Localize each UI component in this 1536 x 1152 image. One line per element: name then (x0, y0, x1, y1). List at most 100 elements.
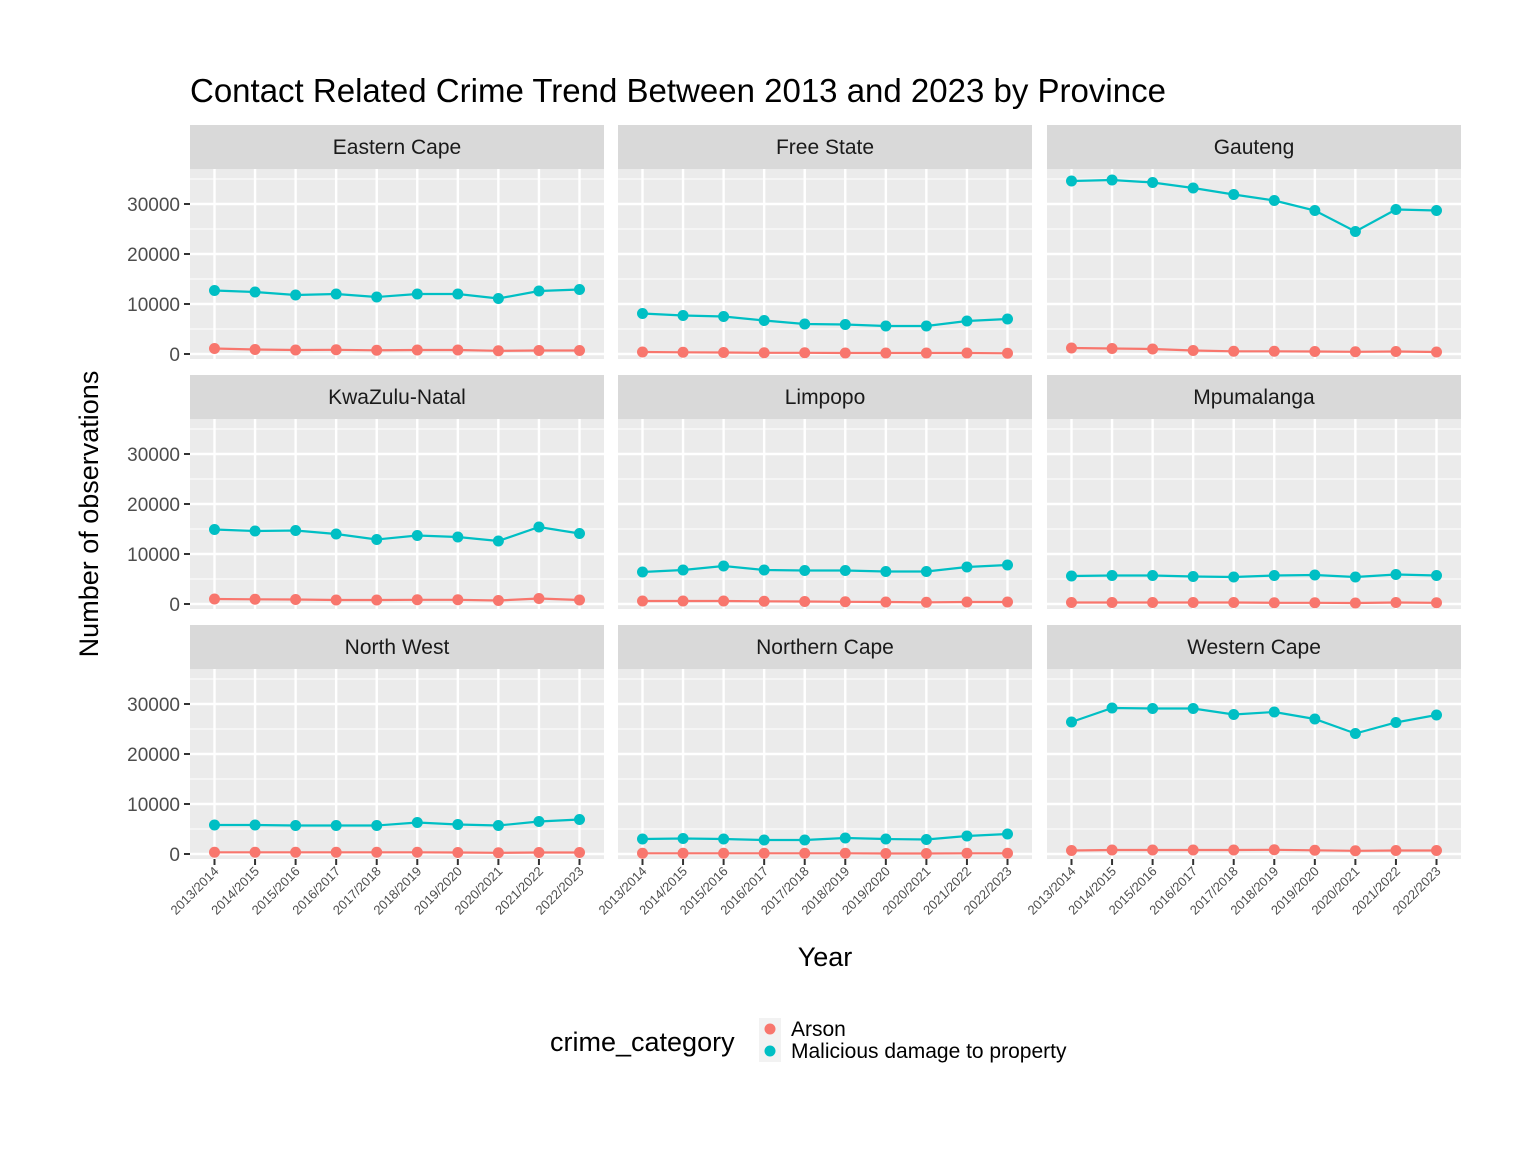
facet-panel: Northern Cape2013/20142014/20152015/2016… (596, 625, 1032, 918)
data-point (492, 595, 504, 606)
data-point (1390, 204, 1402, 215)
data-point (758, 315, 770, 326)
minor-gridlines (190, 178, 604, 330)
minor-gridlines (618, 178, 1032, 330)
facet-grid: Eastern Cape 0 10000 20000 30000 Free State Ga… (127, 125, 1461, 918)
data-point (1187, 345, 1199, 356)
data-point (799, 347, 811, 359)
facet-strip (1047, 625, 1461, 669)
data-point (718, 311, 730, 322)
y-axis-title: Number of observations (74, 371, 104, 658)
series-group (637, 847, 1013, 859)
data-point (961, 561, 973, 573)
data-point (1390, 717, 1402, 728)
data-point (371, 534, 383, 545)
series-line (1071, 601, 1437, 605)
legend-title: crime_category (550, 1027, 735, 1057)
data-point (961, 347, 973, 359)
legend-label: Malicious damage to property (791, 1040, 1067, 1063)
facet-strip (190, 375, 604, 419)
data-point (1390, 346, 1402, 357)
data-point (920, 596, 932, 608)
data-point (880, 848, 892, 859)
facet-strip-label: Gauteng (1214, 136, 1295, 159)
data-point (209, 846, 220, 858)
data-point (1066, 342, 1077, 354)
data-point (249, 593, 261, 605)
data-point (677, 847, 689, 859)
data-point (1390, 569, 1402, 580)
series-group (637, 828, 1013, 846)
minor-gridlines (1047, 678, 1461, 830)
data-point (880, 566, 892, 577)
facet-strip (1047, 125, 1461, 169)
data-point (1309, 346, 1321, 357)
data-point (1106, 844, 1118, 856)
series-group (1066, 342, 1442, 358)
facet-strip (618, 625, 1032, 669)
data-point (1002, 559, 1013, 571)
data-point (1106, 702, 1118, 714)
data-point (1187, 844, 1199, 856)
data-point (574, 847, 585, 858)
data-point (411, 817, 423, 828)
series-line (642, 312, 1008, 328)
data-point (839, 847, 851, 859)
data-point (533, 521, 545, 533)
data-point (961, 830, 973, 842)
series-group (209, 343, 585, 357)
data-point (1002, 313, 1013, 325)
data-point (533, 593, 545, 604)
data-point (290, 846, 302, 858)
data-point (1349, 226, 1361, 237)
data-point (637, 833, 648, 845)
data-point (249, 819, 261, 831)
major-gridlines (1047, 669, 1461, 859)
series-line (1071, 573, 1437, 579)
data-point (839, 347, 851, 359)
major-gridlines (190, 419, 604, 609)
data-point (492, 820, 504, 831)
y-tick-label: 30000 (127, 695, 180, 716)
data-point (677, 310, 689, 321)
data-point (492, 345, 504, 357)
y-tick-label: 0 (169, 845, 180, 866)
data-point (1309, 205, 1321, 216)
data-point (452, 819, 464, 830)
data-point (1002, 847, 1013, 859)
data-point (758, 834, 770, 846)
data-point (799, 565, 811, 576)
series-group (637, 595, 1013, 608)
data-point (1002, 596, 1013, 608)
series-line (1071, 346, 1437, 354)
data-point (290, 525, 302, 536)
data-point (1390, 597, 1402, 608)
series-group (1066, 569, 1442, 583)
data-point (961, 847, 973, 859)
data-point (677, 564, 689, 576)
data-point (574, 814, 585, 825)
data-point (637, 595, 648, 607)
data-point (880, 833, 892, 845)
data-point (1349, 845, 1361, 857)
data-point (411, 594, 423, 606)
data-point (718, 560, 730, 572)
data-point (1309, 569, 1321, 581)
data-point (330, 288, 342, 300)
data-point (330, 594, 342, 606)
minor-gridlines (618, 678, 1032, 830)
data-point (637, 566, 648, 578)
series-group (1066, 844, 1442, 857)
data-point (1066, 845, 1077, 856)
data-point (839, 319, 851, 330)
facet-strip (618, 125, 1032, 169)
legend-entry: Arson (759, 1018, 846, 1041)
series-line (214, 851, 580, 854)
facet-strip-label: Western Cape (1187, 636, 1321, 659)
series-line (1071, 848, 1437, 852)
y-tick-label: 20000 (127, 745, 180, 766)
data-point (920, 848, 932, 859)
data-point (961, 596, 973, 608)
facet-panel: Free State (618, 125, 1032, 359)
